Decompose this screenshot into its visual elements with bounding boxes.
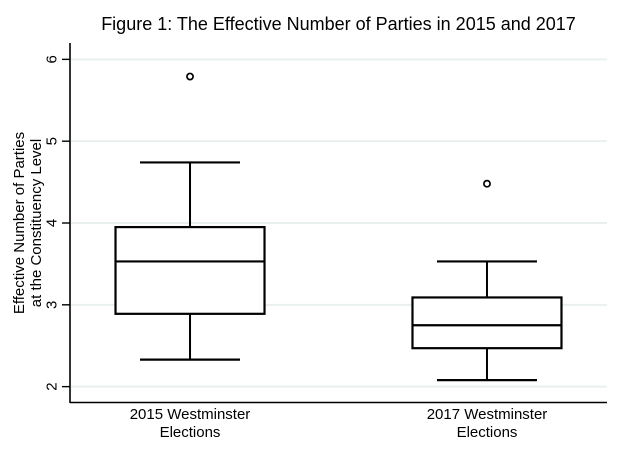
y-tick-label-5: 5 (44, 137, 61, 145)
x-category-label-2015: 2015 Westminster Elections (80, 406, 300, 442)
x-category-label-2017-line1: 2017 Westminster (426, 406, 548, 423)
x-category-label-2017: 2017 Westminster Elections (377, 406, 597, 442)
x-category-label-2015-line1: 2015 Westminster (129, 406, 251, 423)
iqr-box-2015 (114, 225, 266, 315)
y-tick-label-6: 6 (44, 55, 61, 63)
x-category-label-2017-line2: Elections (456, 424, 518, 441)
x-category-label-2015-line2: Elections (159, 424, 221, 441)
y-tick-label-4: 4 (44, 219, 61, 227)
y-tick-label-3: 3 (44, 301, 61, 309)
iqr-box-2017 (411, 296, 563, 350)
outlier-point-2015-0 (186, 72, 194, 81)
chart-title: Figure 1: The Effective Number of Partie… (101, 14, 576, 34)
outlier-point-2017-0 (483, 179, 491, 188)
y-tick-label-2: 2 (44, 382, 61, 390)
